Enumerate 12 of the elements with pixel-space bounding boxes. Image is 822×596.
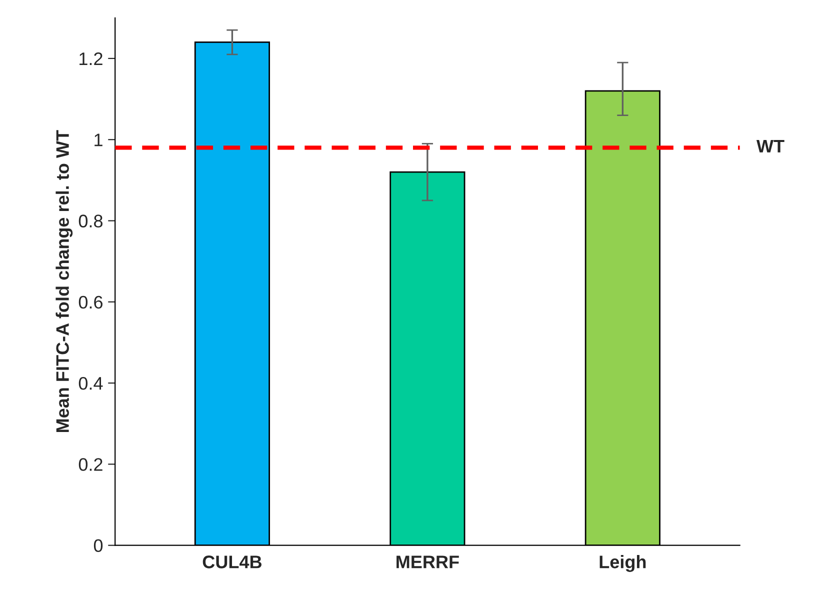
y-tick-label: 0.4: [78, 376, 103, 390]
y-tick-label: 0.8: [78, 214, 102, 228]
y-tick-label: 0.6: [78, 296, 102, 309]
y-axis-title: Mean FITC-A fold change rel. to WT: [56, 130, 73, 432]
y-tick-label: 1: [94, 134, 102, 146]
x-tick-label: CUL4B: [202, 556, 262, 568]
x-tick-label: Leigh: [600, 555, 646, 572]
x-tick-label: MERRF: [396, 556, 459, 568]
y-tick-label: 0.2: [78, 458, 102, 471]
y-tick-label: 0: [94, 539, 103, 552]
ref-line-label: WT: [756, 140, 784, 152]
y-tick-label: 1.2: [80, 52, 102, 65]
